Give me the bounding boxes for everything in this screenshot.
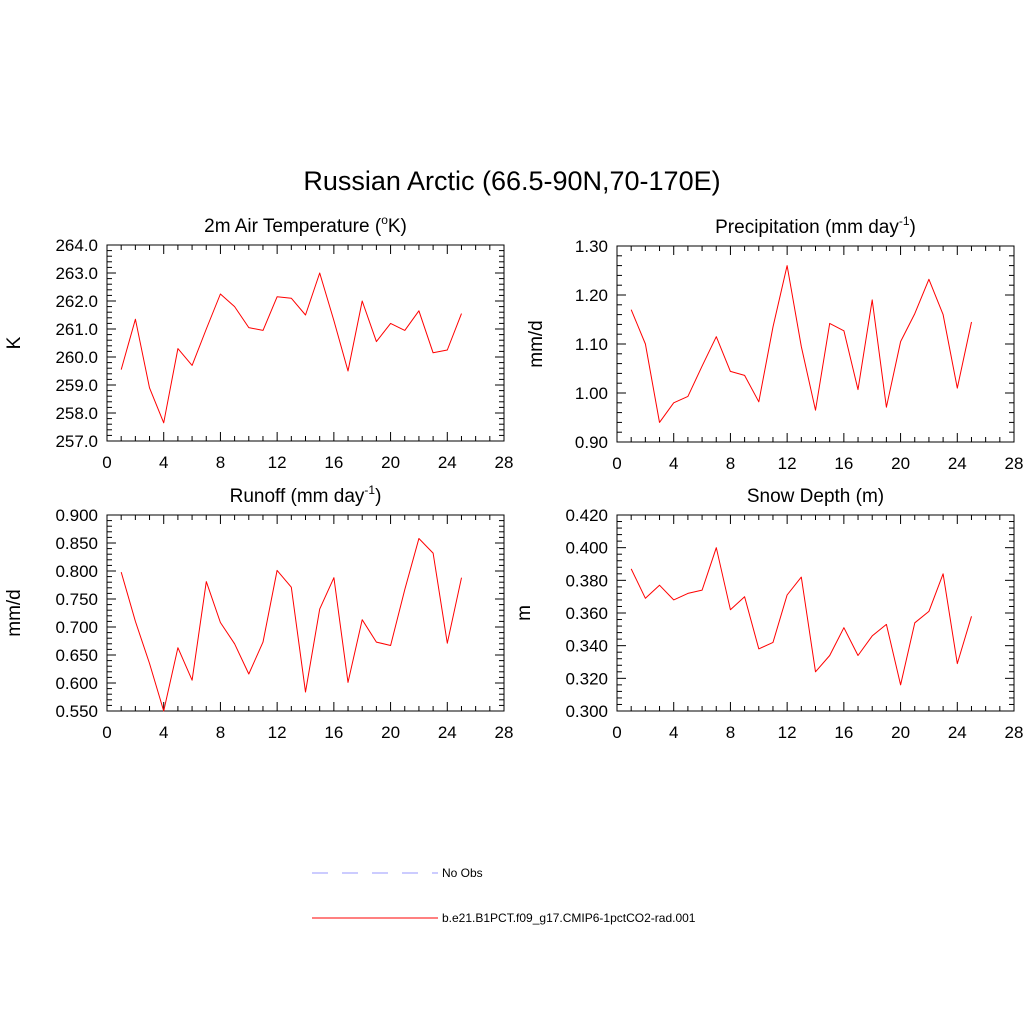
x-tick-label: 0	[612, 454, 621, 473]
x-tick-label: 20	[381, 453, 400, 472]
y-tick-label: 0.550	[55, 702, 98, 721]
y-tick-label: 1.30	[575, 237, 608, 256]
plot-frame	[616, 514, 1015, 712]
y-tick-label: 0.750	[55, 590, 98, 609]
x-tick-label: 28	[495, 723, 514, 742]
panel-title: 2m Air Temperature (oK)	[204, 213, 407, 237]
y-tick-label: 1.00	[575, 384, 608, 403]
x-tick-label: 8	[216, 723, 225, 742]
y-tick-label: 0.850	[55, 534, 98, 553]
y-axis-label: m	[514, 605, 535, 621]
y-tick-label: 262.0	[55, 292, 98, 311]
x-tick-label: 24	[948, 454, 967, 473]
y-tick-label: 1.20	[575, 286, 608, 305]
y-tick-label: 0.420	[565, 506, 608, 525]
x-tick-label: 12	[268, 453, 287, 472]
plot-frame	[106, 514, 505, 712]
y-tick-label: 0.360	[565, 604, 608, 623]
x-tick-label: 12	[268, 723, 287, 742]
y-tick-label: 0.380	[565, 571, 608, 590]
y-axis-label: mm/d	[526, 320, 547, 368]
x-tick-label: 16	[324, 723, 343, 742]
panels: 0 4 8 12 16 20 24 28 257.0 258.0 259.0 260.0 261.0 26…	[4, 213, 1023, 742]
plot-frame	[616, 245, 1015, 443]
y-tick-label: 0.900	[55, 506, 98, 525]
x-tick-label: 4	[669, 454, 678, 473]
y-axis-label: K	[4, 336, 25, 349]
panel-precipitation: 0 4 8 12 16 20 24 28 0.90 1.00 1.10 1.20 1.30 Precipi…	[526, 214, 1023, 473]
x-tick-label: 8	[726, 723, 735, 742]
y-tick-label: 259.0	[55, 376, 98, 395]
x-tick-label: 0	[102, 453, 111, 472]
y-tick-label: 0.320	[565, 669, 608, 688]
x-tick-label: 4	[669, 723, 678, 742]
series-line	[630, 265, 972, 423]
x-tick-label: 12	[778, 723, 797, 742]
x-tick-label: 20	[381, 723, 400, 742]
plot-frame	[106, 244, 505, 442]
x-tick-label: 8	[216, 453, 225, 472]
x-tick-label: 24	[438, 453, 457, 472]
y-tick-label: 0.400	[565, 539, 608, 558]
series-line	[630, 547, 972, 686]
x-tick-label: 16	[834, 723, 853, 742]
x-tick-label: 28	[495, 453, 514, 472]
y-tick-label: 0.800	[55, 562, 98, 581]
y-axis-label: mm/d	[4, 589, 25, 637]
y-tick-label: 0.700	[55, 618, 98, 637]
x-tick-label: 24	[948, 723, 967, 742]
legend-model-label: b.e21.B1PCT.f09_g17.CMIP6-1pctCO2-rad.00…	[442, 911, 696, 925]
panel-title: Precipitation (mm day-1)	[715, 214, 916, 238]
series-line	[120, 538, 462, 712]
legend-no-obs-label: No Obs	[442, 866, 483, 880]
y-tick-label: 0.600	[55, 674, 98, 693]
x-tick-label: 24	[438, 723, 457, 742]
x-tick-label: 16	[834, 454, 853, 473]
y-tick-label: 261.0	[55, 320, 98, 339]
panel-title: Snow Depth (m)	[747, 486, 884, 507]
panel-snow-depth: 0 4 8 12 16 20 24 28 0.300 0.320 0.340 0.360 0.380 0.…	[514, 486, 1023, 742]
panel-temperature: 0 4 8 12 16 20 24 28 257.0 258.0 259.0 260.0 261.0 26…	[4, 213, 513, 472]
figure-title: Russian Arctic (66.5-90N,70-170E)	[303, 166, 720, 196]
x-tick-label: 28	[1005, 454, 1024, 473]
series-line	[120, 272, 462, 424]
x-tick-label: 4	[159, 723, 168, 742]
x-tick-label: 16	[324, 453, 343, 472]
y-tick-label: 263.0	[55, 264, 98, 283]
y-tick-label: 0.340	[565, 637, 608, 656]
y-tick-label: 264.0	[55, 236, 98, 255]
x-tick-label: 12	[778, 454, 797, 473]
y-tick-label: 1.10	[575, 335, 608, 354]
panel-runoff: 0 4 8 12 16 20 24 28 0.550 0.600 0.650 0.700 0.750 0.…	[4, 483, 513, 742]
x-tick-label: 20	[891, 723, 910, 742]
panel-title: Runoff (mm day-1)	[230, 483, 382, 507]
y-tick-label: 258.0	[55, 404, 98, 423]
y-tick-label: 257.0	[55, 432, 98, 451]
x-tick-label: 20	[891, 454, 910, 473]
x-tick-label: 4	[159, 453, 168, 472]
y-tick-label: 260.0	[55, 348, 98, 367]
y-tick-label: 0.300	[565, 702, 608, 721]
x-tick-label: 8	[726, 454, 735, 473]
x-tick-label: 0	[612, 723, 621, 742]
x-tick-label: 0	[102, 723, 111, 742]
y-tick-label: 0.90	[575, 433, 608, 452]
x-tick-label: 28	[1005, 723, 1024, 742]
legend: No Obs b.e21.B1PCT.f09_g17.CMIP6-1pctCO2…	[312, 866, 696, 925]
y-tick-label: 0.650	[55, 646, 98, 665]
